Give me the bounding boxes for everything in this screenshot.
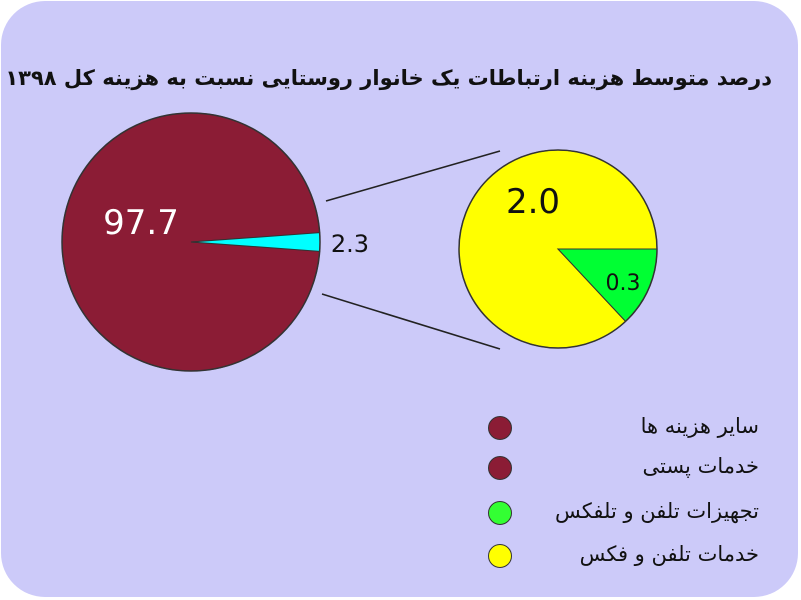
legend-label: خدمات پستی <box>642 454 759 478</box>
data-label-communications: 2.3 <box>331 230 369 258</box>
legend-label: سایر هزینه ها <box>640 414 759 438</box>
chart-title: درصد متوسط هزینه ارتباطات یک خانوار روست… <box>5 66 772 90</box>
pie-outline-main <box>61 112 321 372</box>
data-label-phone-fax-services: 2.0 <box>506 182 560 222</box>
legend-swatch <box>488 544 512 568</box>
legend-item-other-costs: سایر هزینه ها <box>484 412 784 446</box>
connector-line-top <box>325 150 501 202</box>
legend-swatch <box>488 456 512 480</box>
legend-label: تجهیزات تلفن و تلفکس <box>555 499 759 523</box>
pie-outline-sub <box>458 149 658 349</box>
legend-item-postal-services: خدمات پستی <box>484 452 784 486</box>
legend-label: خدمات تلفن و فکس <box>579 542 759 566</box>
legend-item-phone-fax-services: خدمات تلفن و فکس <box>484 540 784 574</box>
legend-swatch <box>488 501 512 525</box>
legend-item-phone-equipment: تجهیزات تلفن و تلفکس <box>484 497 784 531</box>
data-label-phone-equipment: 0.3 <box>606 271 641 296</box>
connector-line-bottom <box>321 293 501 350</box>
legend-swatch <box>488 416 512 440</box>
data-label-other-costs: 97.7 <box>103 203 179 243</box>
